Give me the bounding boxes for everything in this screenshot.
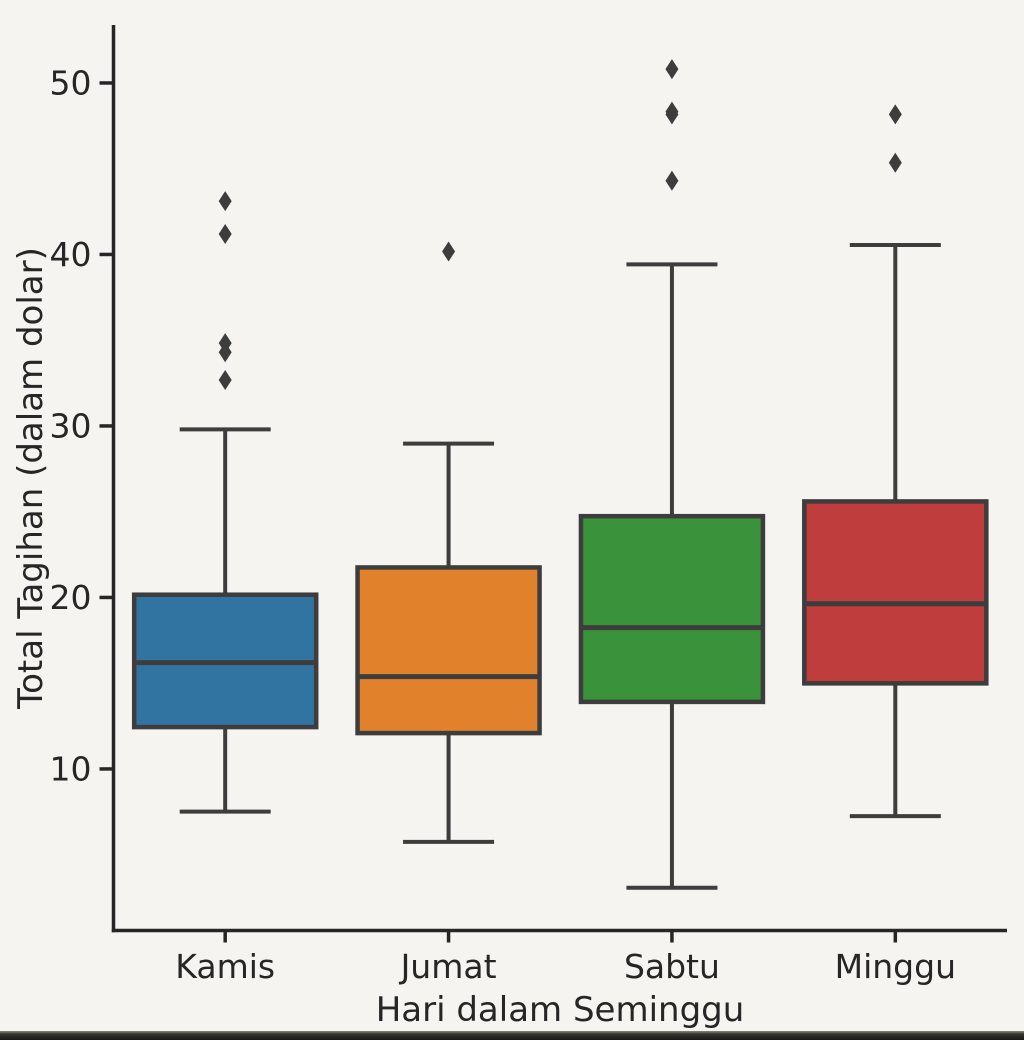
outlier-diamond-sabtu: [665, 101, 679, 122]
bottom-screen-edge: [0, 1031, 1024, 1040]
y-tick-label-30: 30: [50, 406, 92, 445]
outlier-diamond-minggu: [888, 152, 902, 173]
outlier-diamond-minggu: [888, 104, 902, 125]
box-minggu: [802, 499, 989, 686]
x-axis-label: Hari dalam Seminggu: [375, 990, 745, 1030]
outlier-diamond-jumat: [442, 241, 456, 262]
outlier-diamond-kamis: [218, 369, 232, 390]
outlier-diamond-kamis: [218, 191, 232, 212]
outlier-diamond-sabtu: [665, 59, 679, 80]
y-tick-label-50: 50: [50, 63, 92, 102]
y-axis-label: Total Tagihan (dalam dolar): [11, 247, 51, 709]
outlier-diamond-kamis: [218, 333, 232, 354]
box-sabtu: [578, 513, 766, 705]
y-tick-label-20: 20: [50, 578, 92, 617]
outlier-diamond-kamis: [218, 224, 232, 245]
x-tick-label-kamis: Kamis: [175, 947, 275, 986]
x-tick-label-minggu: Minggu: [835, 947, 956, 986]
y-tick-label-40: 40: [50, 235, 92, 274]
outlier-diamond-sabtu: [665, 170, 679, 191]
y-tick-label-10: 10: [50, 749, 92, 788]
x-tick-label-sabtu: Sabtu: [624, 947, 720, 986]
x-tick-label-jumat: Jumat: [399, 947, 497, 986]
box-jumat: [355, 565, 542, 736]
